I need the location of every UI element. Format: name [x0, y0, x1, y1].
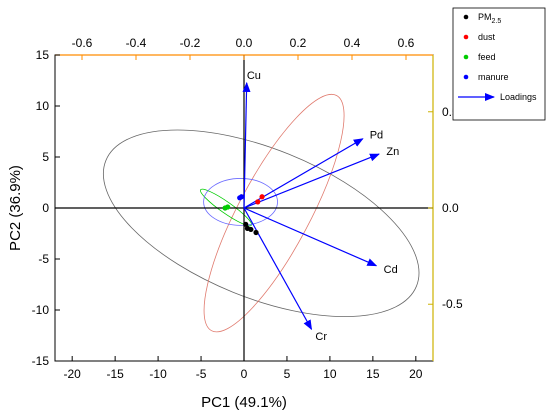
legend-swatch-2 [463, 54, 469, 60]
loading-label-cu: Cu [247, 70, 261, 82]
legend: PM2.5 dust feed manure Loadings [452, 7, 546, 121]
y-tick-label-0: -15 [32, 354, 50, 368]
x-tick-label-2: -10 [149, 367, 167, 381]
confidence-ellipse-0 [102, 129, 420, 317]
loading-label-cd: Cd [384, 264, 398, 276]
legend-label-2: feed [478, 52, 496, 62]
right-tick-label-0: -0.5 [442, 297, 463, 311]
point-pm25-3 [253, 229, 259, 236]
legend-label-main-0: PM [478, 12, 492, 22]
confidence-ellipse-2 [200, 188, 252, 227]
loading-label-zn: Zn [386, 146, 399, 158]
legend-swatch-3 [463, 74, 469, 80]
loading-label-pd: Pd [370, 130, 383, 142]
loading-label-cr: Cr [315, 331, 327, 343]
x-axis-label: PC1 (49.1%) [201, 394, 287, 411]
legend-label-0: PM2.5 [478, 12, 501, 25]
legend-label-3: manure [478, 72, 509, 82]
x-tick-label-5: 5 [284, 367, 291, 381]
right-tick-label-1: 0.0 [442, 201, 459, 215]
loading-arrow-cu [242, 81, 251, 209]
top-tick-label-6: 0.6 [398, 36, 415, 50]
point-dust-0 [259, 194, 265, 200]
y-tick-label-3: 0 [42, 201, 49, 215]
legend-label-loadings: Loadings [500, 92, 537, 102]
point-feed-1 [222, 205, 228, 211]
point-pm25-0 [243, 221, 249, 227]
top-tick-label-5: 0.4 [344, 36, 361, 50]
loading-arrow-zn [243, 153, 380, 209]
axis-ticks: -20 -15 -10 -5 0 5 10 15 20 -15 -10 -5 0 5 10 15 -0.6 -0.… [32, 36, 463, 381]
x-tick-label-1: -15 [106, 367, 124, 381]
y-tick-label-6: 15 [36, 48, 50, 62]
y-tick-label-4: 5 [42, 150, 49, 164]
legend-label-sub-0: 2.5 [492, 18, 502, 25]
top-tick-label-1: -0.4 [126, 36, 147, 50]
confidence-ellipses [102, 93, 420, 333]
y-tick-label-2: -5 [38, 252, 49, 266]
x-tick-label-6: 10 [323, 367, 337, 381]
point-pm25-2 [248, 226, 254, 233]
legend-box [452, 7, 546, 121]
y-axis-label: PC2 (36.9%) [7, 165, 24, 251]
confidence-ellipse-3 [203, 178, 278, 226]
loading-arrow-cd [243, 207, 378, 267]
point-manure-1 [238, 194, 245, 200]
x-tick-label-0: -20 [64, 367, 82, 381]
top-tick-label-3: 0.0 [236, 36, 253, 50]
x-tick-label-8: 20 [409, 367, 423, 381]
point-dust-1 [255, 199, 261, 205]
legend-label-1: dust [478, 32, 496, 42]
top-tick-label-0: -0.6 [72, 36, 93, 50]
legend-swatch-0 [463, 14, 469, 20]
x-tick-label-3: -5 [196, 367, 207, 381]
top-tick-label-2: -0.2 [180, 36, 201, 50]
top-tick-label-4: 0.2 [290, 36, 307, 50]
loading-arrow-cr [243, 207, 313, 331]
x-tick-label-4: 0 [241, 367, 248, 381]
y-tick-label-1: -10 [32, 303, 50, 317]
y-tick-label-5: 10 [36, 99, 50, 113]
legend-swatch-1 [463, 34, 469, 40]
score-points [222, 194, 265, 236]
x-tick-label-7: 15 [366, 367, 380, 381]
